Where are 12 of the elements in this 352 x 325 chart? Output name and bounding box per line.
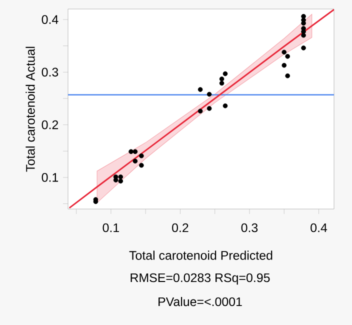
text: PValue=<.0001 [158,296,242,306]
y-tick-label: 0.1 [42,173,58,182]
x-tick-label: 0.3 [241,223,258,232]
y-axis-title: Total carotenoid Actual [26,46,35,172]
text: RMSE=0.0283 RSq=0.95 [130,273,270,285]
x-tick-label: 0.4 [310,223,328,232]
x-axis-title: Total carotenoid Predicted [129,250,272,260]
x-tick-label: 0.1 [102,223,119,232]
y-tick-label: 0.3 [42,68,58,77]
y-tick-label: 0.2 [42,120,58,130]
y-tick-label: 0.4 [42,15,58,24]
x-tick-label: 0.2 [172,223,188,232]
